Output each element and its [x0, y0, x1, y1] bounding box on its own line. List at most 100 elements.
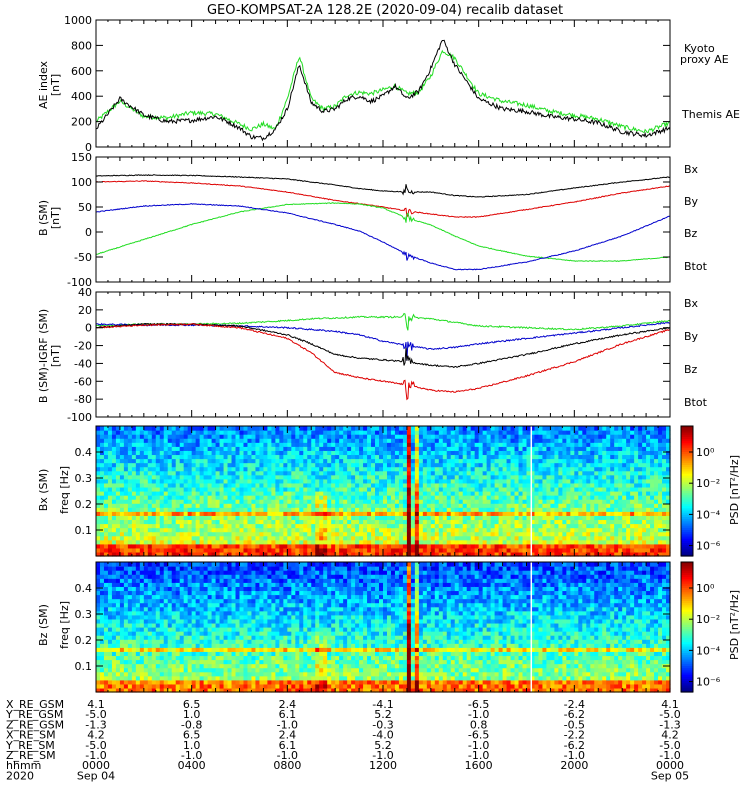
bx-spec-cell — [514, 442, 520, 447]
bx-spec-cell — [355, 486, 360, 492]
bx-spec-cell — [422, 434, 428, 439]
bx-spec-cell — [582, 458, 587, 464]
bx-spec-cell — [191, 547, 197, 553]
bx-spec-cell — [526, 511, 532, 516]
bx-spec-cell — [538, 543, 544, 549]
bsm-ytick-label: -100 — [67, 276, 92, 289]
bx-spec-cell — [135, 507, 141, 512]
bx-spec-cell — [115, 454, 121, 460]
bx-spec-cell — [283, 551, 288, 557]
bx-spec-cell — [315, 543, 320, 549]
bx-spec-cell — [546, 535, 552, 541]
bx-spec-cell — [398, 454, 404, 460]
bx-spec-cell — [343, 551, 348, 557]
bx-spec-cell — [239, 523, 245, 529]
bx-spec-cell — [610, 458, 615, 464]
bx-spec-cell — [522, 499, 528, 504]
bx-spec-cell — [347, 503, 352, 508]
bx-spec-cell — [562, 551, 567, 557]
bx-spec-cell — [458, 531, 464, 537]
bx-spec-cell — [259, 511, 265, 516]
bx-spec-cell — [602, 495, 607, 500]
bx-spec-cell — [263, 551, 269, 557]
bx-spec-cell — [586, 482, 591, 488]
bx-spec-cell — [111, 519, 117, 525]
bx-spec-cell — [574, 430, 579, 435]
bx-spec-cell — [594, 474, 599, 480]
bx-spec-cell — [147, 458, 153, 464]
bx-spec-cell — [207, 434, 213, 439]
bx-spec-cell — [247, 519, 253, 525]
bx-spec-cell — [446, 547, 452, 553]
bx-spec-cell — [247, 491, 253, 496]
bx-spec-cell — [199, 454, 205, 460]
bx-spec-cell — [490, 430, 496, 435]
bx-spec-cell — [386, 454, 392, 460]
bx-spec-cell — [662, 426, 667, 431]
bx-spec-cell — [291, 454, 296, 460]
bx-spec-cell — [534, 547, 540, 553]
bx-spec-cell — [139, 486, 145, 492]
bx-spec-cell — [103, 527, 109, 533]
bx-spec-cell — [526, 482, 532, 488]
bx-spec-cell — [450, 450, 456, 456]
bx-spec-cell — [383, 539, 388, 545]
bx-spec-cell — [390, 543, 396, 549]
bx-spec-cell — [267, 515, 272, 521]
bx-spec-cell — [335, 426, 340, 431]
bx-spec-cell — [658, 470, 663, 476]
bx-spec-cell — [339, 458, 344, 464]
bx-spec-cell — [96, 515, 101, 521]
bx-spec-cell — [610, 523, 615, 529]
bx-spec-cell — [482, 466, 488, 472]
bx-spec-cell — [319, 434, 324, 439]
bx-spec-cell — [303, 495, 308, 500]
bx-spec-cell — [299, 515, 304, 521]
bx-spec-cell — [299, 511, 304, 516]
bx-spec-cell — [506, 495, 512, 500]
bx-spec-cell — [283, 527, 288, 533]
dbsm-frame — [95, 291, 671, 418]
bx-spec-cell — [123, 450, 129, 456]
bx-spec-cell — [498, 430, 504, 435]
bx-spec-cell — [235, 462, 241, 468]
bx-spec-cell — [486, 466, 492, 472]
bx-spec-cell — [215, 478, 221, 484]
bx-spec-cell — [379, 507, 384, 512]
bx-spec-cell — [347, 486, 352, 492]
bx-spec-cell — [307, 466, 312, 472]
bx-spec-cell — [207, 486, 213, 492]
bsm-legend-bz: Bz — [684, 227, 698, 240]
bx-spec-cell — [538, 491, 544, 496]
bx-spec-cell — [211, 474, 217, 480]
bx-spec-cell — [363, 482, 368, 488]
bx-spec-cell — [502, 535, 508, 541]
bx-spec-cell — [630, 450, 635, 456]
bx-spec-cell — [303, 523, 308, 529]
bx-spec-cell — [434, 491, 440, 496]
bx-spec-cell — [574, 454, 579, 460]
bx-spec-cell — [386, 535, 392, 541]
bx-spec-cell — [586, 507, 591, 512]
bx-spec-cell — [498, 478, 504, 484]
bx-spec-cell — [518, 446, 524, 451]
bx-spec-cell — [195, 535, 201, 541]
bx-spec-cell — [626, 478, 631, 484]
bx-spec-cell — [510, 434, 516, 439]
bx-spec-cell — [538, 462, 544, 468]
bx-spec-cell — [538, 450, 544, 456]
bx-spec-cell — [287, 426, 292, 431]
bx-spec-cell — [538, 426, 544, 431]
bx-spec-cell — [498, 426, 504, 431]
bx-spec-cell — [243, 495, 249, 500]
bx-spec-cell — [347, 426, 352, 431]
bx-spec-cell — [375, 531, 380, 537]
bx-spec-cell — [303, 446, 308, 451]
bx-spec-cell — [638, 503, 643, 508]
bx-spec-cell — [303, 434, 308, 439]
bx-spec-cell — [199, 458, 205, 464]
bx-spec-cell — [594, 519, 599, 525]
bx-spec-cell — [243, 539, 249, 545]
bx-spec-cell — [235, 523, 241, 529]
bx-spec-cell — [626, 450, 631, 456]
